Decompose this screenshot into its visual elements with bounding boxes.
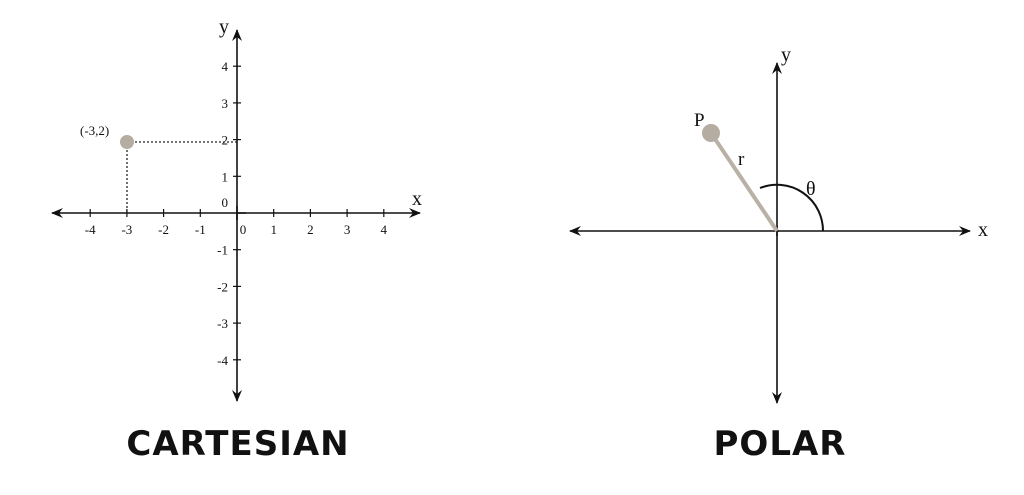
cartesian-x-tick-label: 2 (307, 222, 314, 237)
polar-point-label: P (694, 110, 705, 131)
cartesian-y-tick-label: 4 (222, 59, 229, 74)
cartesian-y-tick-label: -4 (217, 353, 228, 368)
polar-point (702, 124, 720, 142)
cartesian-x-tick-label: 1 (270, 222, 277, 237)
cartesian-x-tick-label: -4 (85, 222, 96, 237)
cartesian-x-tick-label: -1 (195, 222, 206, 237)
polar-radius-label: r (738, 149, 745, 170)
cartesian-y-axis-label: y (219, 16, 229, 38)
cartesian-point-label: (-3,2) (80, 123, 109, 138)
cartesian-diagram: x y -4 -3 -2 -1 0 1 2 3 4 4 3 2 1 0 -1 -2 -3 -4 (-3,2) (52, 16, 422, 401)
cartesian-x-tick-label: -3 (121, 222, 132, 237)
polar-radius-line (711, 133, 777, 231)
polar-x-axis-label: x (978, 219, 988, 241)
cartesian-point (120, 135, 134, 149)
cartesian-y-tick-label: 0 (222, 195, 229, 210)
polar-angle-label: θ (806, 178, 816, 200)
polar-y-axis-label: y (781, 44, 791, 66)
polar-diagram: x y P r θ (570, 44, 988, 403)
cartesian-x-tick-label: -2 (158, 222, 169, 237)
caption-polar: POLAR (630, 424, 930, 464)
cartesian-y-tick-label: 3 (222, 96, 229, 111)
caption-cartesian: CARTESIAN (88, 424, 388, 464)
cartesian-x-tick-label: 3 (344, 222, 351, 237)
cartesian-y-tick-label: 2 (222, 133, 229, 148)
cartesian-y-tick-label: -3 (217, 316, 228, 331)
cartesian-y-tick-label: 1 (222, 169, 229, 184)
cartesian-y-tick-label: -2 (217, 279, 228, 294)
cartesian-x-tick-label: 4 (381, 222, 388, 237)
cartesian-x-tick-label: 0 (240, 222, 247, 237)
cartesian-y-tick-label: -1 (217, 243, 228, 258)
cartesian-x-axis-label: x (412, 188, 422, 210)
